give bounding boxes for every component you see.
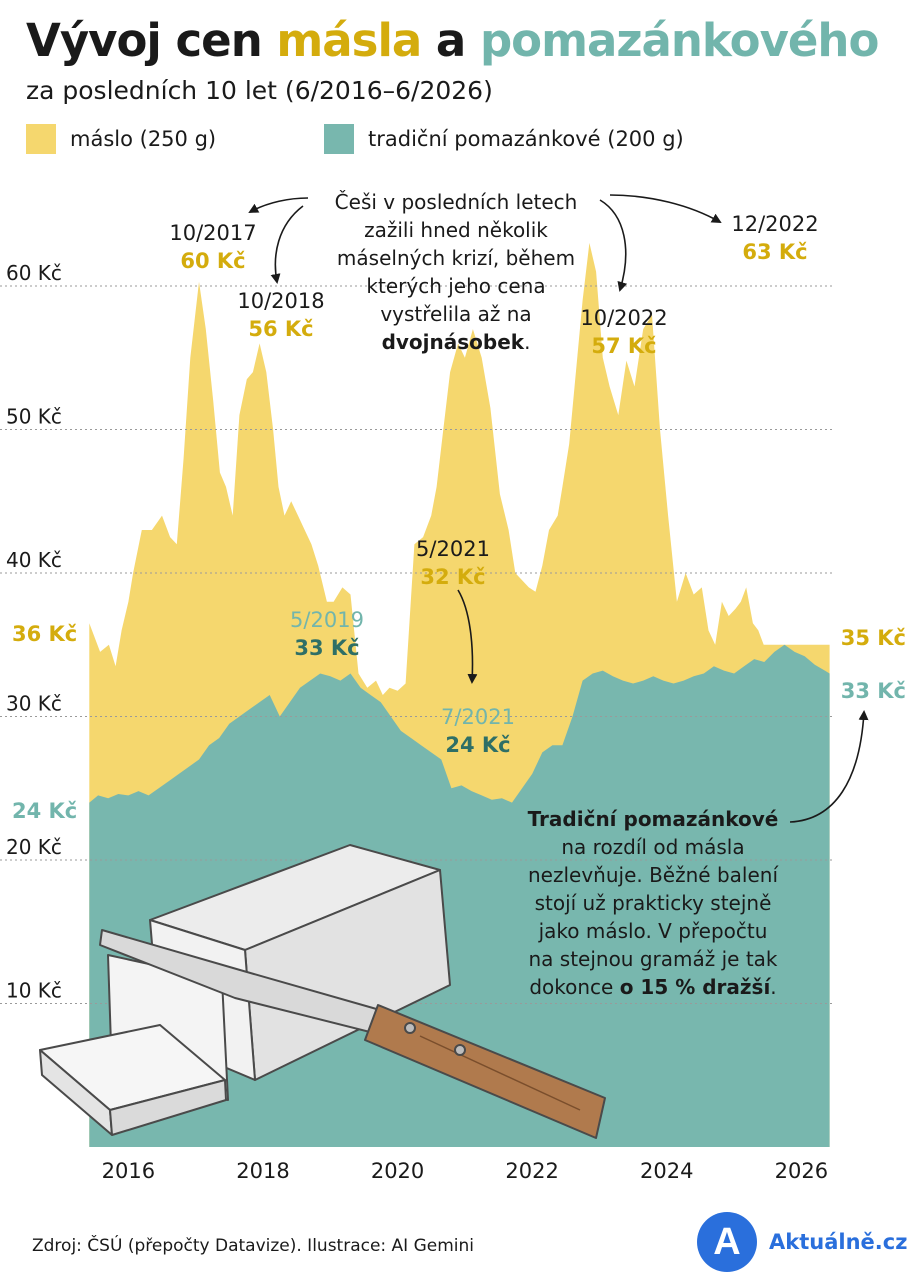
title-spread-word: pomazánkového <box>479 14 879 67</box>
legend-item-butter: máslo (250 g) <box>26 124 216 154</box>
note-top: Češi v posledních letech zažili hned něk… <box>335 190 578 354</box>
butter-knife-illustration <box>39 844 606 1139</box>
y-tick-label: 10 Kč <box>6 979 62 1003</box>
legend: máslo (250 g) tradiční pomazánkové (200 … <box>26 124 886 158</box>
arrow-to-end <box>789 710 869 823</box>
annotation-date: 5/2021 <box>416 537 490 561</box>
x-tick-label: 2024 <box>640 1159 693 1183</box>
x-tick-label: 2018 <box>236 1159 289 1183</box>
arrow-to-2022-12 <box>609 194 722 223</box>
note-bottom-line2: nezlevňuje. Běžné balení <box>528 863 779 887</box>
x-tick-label: 2020 <box>371 1159 424 1183</box>
note-top-bold: dvojnásobek <box>382 330 525 354</box>
title-butter-word: másla <box>276 14 422 67</box>
annotation-value: 63 Kč <box>742 240 807 264</box>
note-bottom-line3: stojí už prakticky stejně <box>535 891 772 915</box>
annotation-date: 12/2022 <box>731 212 818 236</box>
note-top-line5: vystřelila až na <box>380 302 531 326</box>
x-tick-label: 2026 <box>775 1159 828 1183</box>
grid-layer <box>0 285 835 1004</box>
brand-name: Aktuálně.cz <box>769 1230 908 1254</box>
note-bottom-post: . <box>770 975 776 999</box>
y-axis: 10 Kč 20 Kč 30 Kč 40 Kč 50 Kč 60 Kč <box>6 261 62 1003</box>
y-tick-label: 50 Kč <box>6 405 62 429</box>
annotation-date: 5/2019 <box>290 608 364 632</box>
note-bottom-pre: dokonce <box>529 975 619 999</box>
y-tick-label: 30 Kč <box>6 692 62 716</box>
legend-label-butter: máslo (250 g) <box>70 127 217 151</box>
legend-swatch-spread <box>324 124 354 154</box>
x-axis: 2016 2018 2020 2022 2024 2026 <box>102 1159 828 1183</box>
arrow-to-2022-10 <box>599 199 628 292</box>
butter-end-label: 35 Kč <box>841 626 906 650</box>
arrow-to-2017 <box>248 197 309 213</box>
note-bottom-line1: na rozdíl od másla <box>561 835 744 859</box>
note-top-tail: . <box>524 330 530 354</box>
legend-item-spread: tradiční pomazánkové (200 g) <box>324 124 684 154</box>
legend-label-spread: tradiční pomazánkové (200 g) <box>368 127 684 151</box>
note-bottom-line4: jako máslo. V přepočtu <box>538 919 768 943</box>
y-tick-label: 60 Kč <box>6 261 62 285</box>
annotation-value: 24 Kč <box>445 733 510 757</box>
annotation-date: 7/2021 <box>441 705 515 729</box>
spread-start-label: 24 Kč <box>12 799 77 823</box>
annotation-value: 32 Kč <box>420 565 485 589</box>
x-tick-label: 2016 <box>102 1159 155 1183</box>
chart-subtitle: za posledních 10 let (6/2016–6/2026) <box>26 76 493 105</box>
arrow-to-2018 <box>270 205 304 284</box>
chart-title: Vývoj cen másla a pomazánkového <box>26 14 879 67</box>
note-bottom-line6: dokonce o 15 % dražší. <box>529 975 776 999</box>
annotation-value: 33 Kč <box>294 636 359 660</box>
brand-logo[interactable]: A Aktuálně.cz <box>697 1212 907 1272</box>
brand-a-icon: A <box>697 1212 757 1272</box>
note-top-line1: Češi v posledních letech <box>335 190 578 214</box>
annotation-date: 10/2017 <box>169 221 256 245</box>
annotation-date: 10/2018 <box>237 289 324 313</box>
note-bottom-line5: na stejnou gramáž je tak <box>528 947 777 971</box>
legend-swatch-butter <box>26 124 56 154</box>
annotation-value: 57 Kč <box>591 334 656 358</box>
title-part1: Vývoj cen <box>26 14 277 67</box>
note-bottom: Tradiční pomazánkové na rozdíl od másla … <box>528 807 780 999</box>
arrow-to-2021-5 <box>457 589 478 684</box>
note-top-line4: kterých jeho cena <box>366 274 545 298</box>
annotation-date: 10/2022 <box>580 306 667 330</box>
source-note: Zdroj: ČSÚ (přepočty Datavize). Ilustrac… <box>32 1236 475 1256</box>
y-tick-label: 40 Kč <box>6 548 62 572</box>
note-top-line6: dvojnásobek. <box>382 330 531 354</box>
note-bottom-head: Tradiční pomazánkové <box>528 807 779 831</box>
annotation-value: 60 Kč <box>180 249 245 273</box>
note-top-line2: zažili hned několik <box>364 218 548 242</box>
x-tick-label: 2022 <box>505 1159 558 1183</box>
annotation-value: 56 Kč <box>248 317 313 341</box>
y-tick-label: 20 Kč <box>6 835 62 859</box>
butter-start-label: 36 Kč <box>12 622 77 646</box>
note-top-line3: máselných krizí, během <box>337 246 575 270</box>
spread-end-label: 33 Kč <box>841 679 906 703</box>
annotation-arrows <box>248 194 869 823</box>
note-bottom-bold: o 15 % dražší <box>620 975 772 999</box>
title-part2: a <box>421 14 480 67</box>
annotations-layer: 10/2017 60 Kč 10/2018 56 Kč 5/2021 32 Kč 10/20… <box>12 212 906 823</box>
